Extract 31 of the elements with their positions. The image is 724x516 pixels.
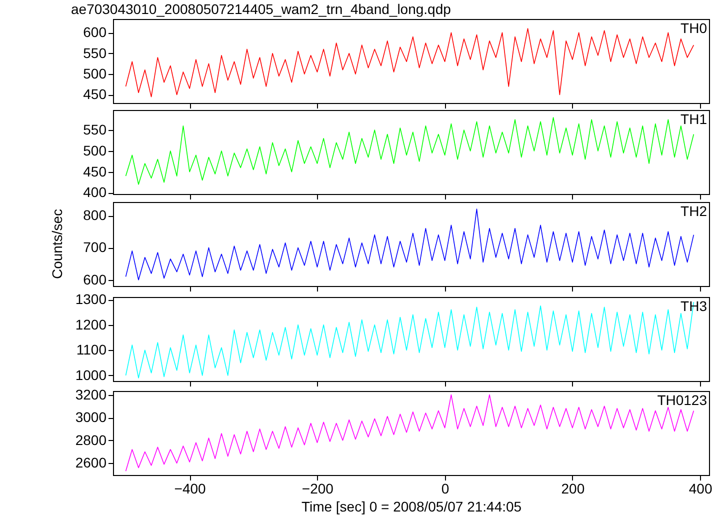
y-tick-label: 450	[83, 86, 107, 102]
x-tick-label: −400	[174, 480, 206, 496]
y-tick-label: 2600	[75, 454, 107, 471]
x-tick-label: 400	[688, 480, 712, 496]
y-tick-label: 400	[83, 184, 107, 200]
y-tick-label: 3200	[75, 386, 107, 402]
y-tick-label: 1300	[75, 291, 107, 308]
y-tick-label: 3000	[75, 409, 107, 426]
series-label: TH0	[680, 20, 708, 36]
x-tick-label: 200	[561, 480, 585, 496]
y-tick-label: 600	[83, 24, 107, 40]
series-label: TH2	[680, 203, 708, 219]
y-tick-label: 500	[83, 142, 107, 158]
x-tick-label: 0	[441, 480, 450, 496]
y-tick-label: 1000	[75, 366, 107, 383]
y-tick-label: 550	[83, 122, 107, 138]
y-tick-label: 700	[83, 239, 107, 256]
x-axis-title: Time [sec] 0 = 2008/05/07 21:44:05	[301, 498, 522, 514]
y-tick-label: 600	[83, 271, 107, 288]
y-tick-label: 450	[83, 163, 107, 180]
y-tick-label: 1100	[76, 342, 107, 358]
y-tick-label: 550	[83, 44, 107, 61]
chart-title: ae703043010_20080507214405_wam2_trn_4band_long.qdp	[71, 1, 452, 17]
y-tick-label: 1200	[75, 316, 107, 332]
series-label: TH0123	[657, 392, 708, 408]
y-tick-label: 500	[83, 66, 107, 82]
y-axis-title: Counts/sec	[49, 208, 65, 280]
series-label: TH1	[680, 111, 708, 127]
y-tick-label: 800	[83, 207, 107, 224]
x-tick-label: −200	[302, 480, 334, 496]
y-tick-label: 2800	[75, 432, 107, 448]
